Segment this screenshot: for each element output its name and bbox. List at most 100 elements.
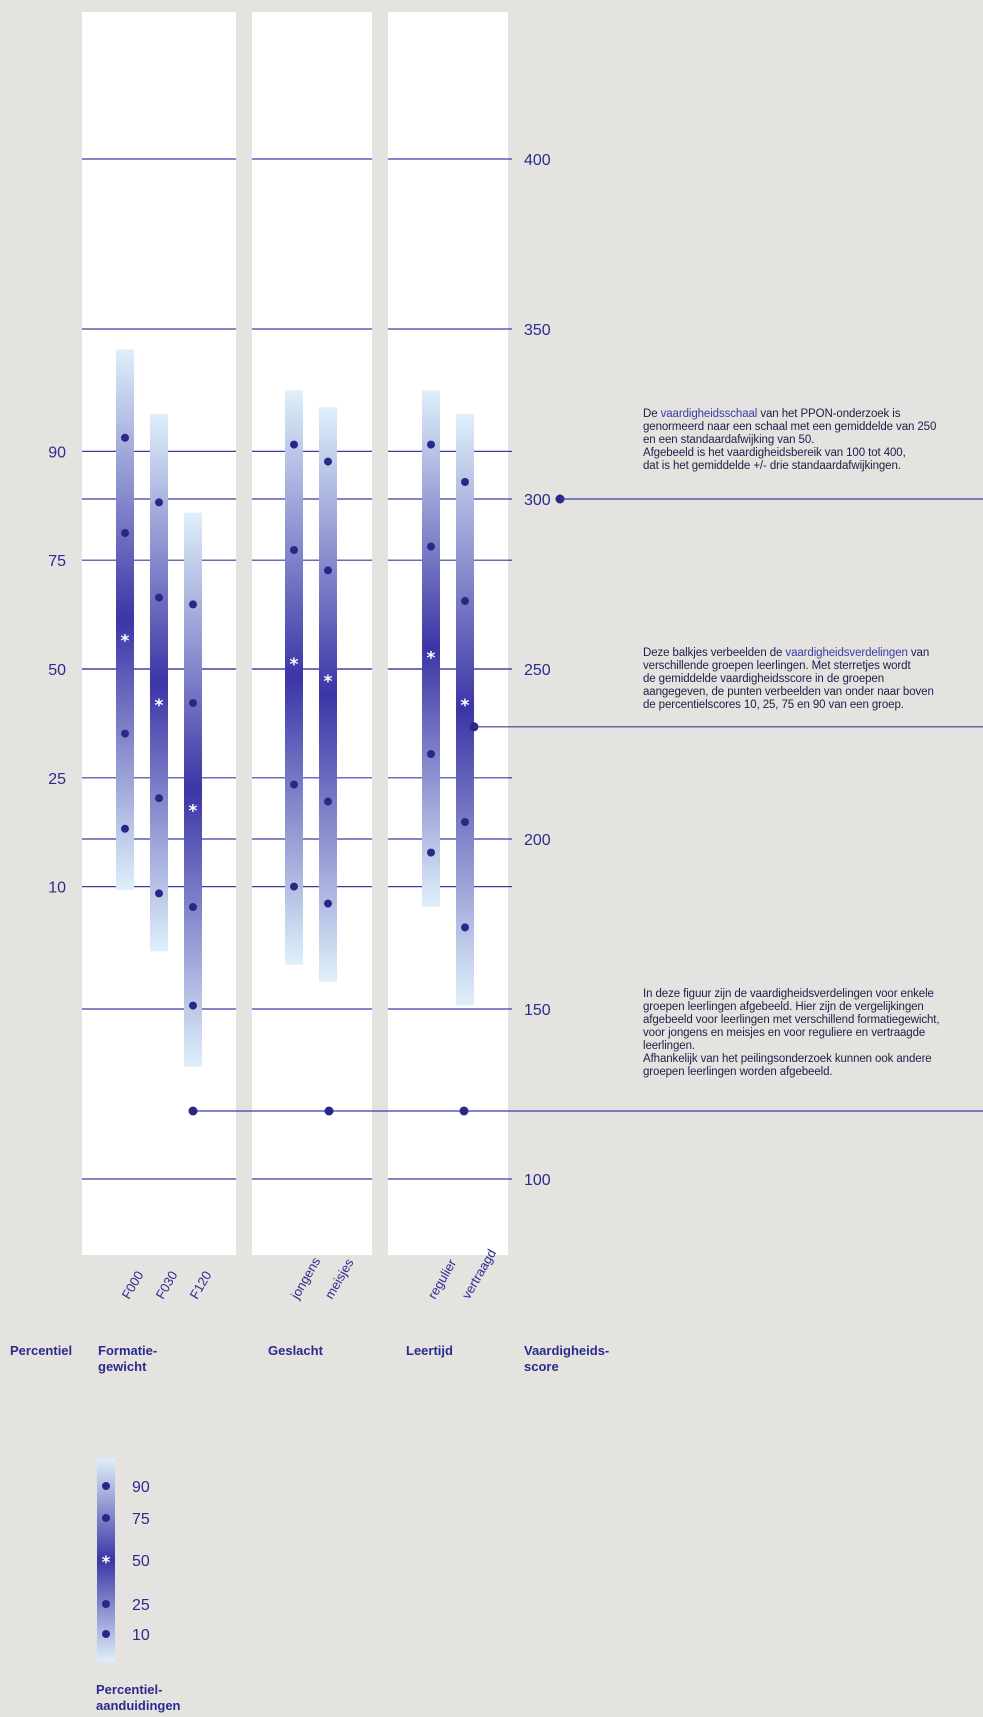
note-line: De vaardigheidsschaal van het PPON-onder… xyxy=(643,408,983,421)
group-F120-mean-star: * xyxy=(189,801,198,821)
axis-title-line: Leertijd xyxy=(406,1343,453,1358)
bars-layer: * * * * * * * xyxy=(116,349,474,1067)
group-F000-mean-star: * xyxy=(121,631,130,651)
note-text: Afhankelijk van het peilingsonderzoek ku… xyxy=(643,1053,932,1065)
group-vertraagd-percentile-dot xyxy=(461,597,469,605)
axis-title-line: Percentiel- xyxy=(96,1682,162,1697)
group-F120-percentile-dot xyxy=(189,600,197,609)
note-term: vaardigheidsverdelingen xyxy=(785,647,908,659)
note-line: genormeerd naar een schaal met een gemid… xyxy=(643,421,983,434)
note-line: groepen leerlingen afgebeeld. Hier zijn … xyxy=(643,1001,983,1014)
group-F030-percentile-dot xyxy=(155,593,163,602)
note-text: groepen leerlingen afgebeeld. Hier zijn … xyxy=(643,1001,924,1013)
group-label-F030: F030 xyxy=(153,1268,181,1301)
note-line: de percentielscores 10, 25, 75 en 90 van… xyxy=(643,699,983,712)
group-F030-mean-star: * xyxy=(155,696,164,716)
panel-title-geslacht: Geslacht xyxy=(268,1343,324,1358)
group-jongens-percentile-dot xyxy=(290,882,298,891)
note-line: In deze figuur zijn de vaardigheidsverde… xyxy=(643,988,983,1001)
note-text: Deze balkjes verbeelden de xyxy=(643,647,786,659)
note-line: leerlingen. xyxy=(643,1040,983,1053)
note-line: voor jongens en meisjes en voor regulier… xyxy=(643,1027,983,1040)
group-F120-percentile-dot xyxy=(189,699,197,707)
group-regulier-bar xyxy=(422,390,440,907)
note-text: groepen leerlingen worden afgebeeld. xyxy=(643,1066,833,1078)
legend-percentile-dot xyxy=(102,1630,110,1638)
score-tick-label: 350 xyxy=(524,322,551,339)
group-vertraagd-bar xyxy=(456,414,474,1006)
note-line: en een standaardafwijking van 50. xyxy=(643,434,983,447)
note-text: van xyxy=(907,647,930,659)
legend-item-label: 10 xyxy=(132,1627,150,1644)
percentile-tick-label: 10 xyxy=(48,880,66,897)
group-regulier-percentile-dot xyxy=(427,542,435,551)
percentile-tick-label: 25 xyxy=(48,771,66,788)
group-F120-percentile-dot xyxy=(189,903,197,911)
note-text: Afgebeeld is het vaardigheidsbereik van … xyxy=(643,447,906,459)
note-line: Afhankelijk van het peilingsonderzoek ku… xyxy=(643,1053,983,1066)
note-line: dat is het gemiddelde +/- drie standaard… xyxy=(643,460,983,473)
legend-percentile-dot xyxy=(102,1600,110,1608)
panel-title-leertijd: Leertijd xyxy=(406,1343,453,1358)
group-F000-percentile-dot xyxy=(121,433,129,442)
group-meisjes-percentile-dot xyxy=(324,797,332,806)
group-meisjes-percentile-dot xyxy=(324,899,332,908)
score-tick-label: 300 xyxy=(524,492,551,509)
group-F030-bar xyxy=(150,414,168,952)
note-text: In deze figuur zijn de vaardigheidsverde… xyxy=(643,988,934,1000)
axis-title-line: gewicht xyxy=(98,1359,147,1374)
legend-item-label: 75 xyxy=(132,1511,150,1528)
percentile-tick-label: 75 xyxy=(48,553,66,570)
note-line: groepen leerlingen worden afgebeeld. xyxy=(643,1066,983,1079)
group-F000-percentile-dot xyxy=(121,824,129,833)
percentile-axis-title: Percentiel xyxy=(10,1343,72,1358)
percentile-tick-label: 90 xyxy=(48,444,66,461)
legend-item-label: 50 xyxy=(132,1553,150,1570)
note-text: van het PPON-onderzoek is xyxy=(757,408,901,420)
panel-title-formatiegewicht: Formatie-gewicht xyxy=(98,1343,157,1374)
note-text: en een standaardafwijking van 50. xyxy=(643,434,815,446)
legend-mean-star: * xyxy=(102,1553,111,1573)
note-text: dat is het gemiddelde +/- drie standaard… xyxy=(643,460,901,472)
note-line: verschillende groepen leerlingen. Met st… xyxy=(643,660,983,673)
note-line: Deze balkjes verbeelden de vaardigheidsv… xyxy=(643,647,983,660)
group-jongens-bar xyxy=(285,390,303,965)
group-vertraagd-mean-star: * xyxy=(461,696,470,716)
note-text: genormeerd naar een schaal met een gemid… xyxy=(643,421,937,433)
score-tick-label: 100 xyxy=(524,1172,551,1189)
note-scale: De vaardigheidsschaal van het PPON-onder… xyxy=(643,408,983,473)
group-label-F120: F120 xyxy=(187,1268,215,1301)
annotation-dot xyxy=(459,1106,469,1116)
group-jongens-percentile-dot xyxy=(290,546,298,554)
group-vertraagd-percentile-dot xyxy=(461,818,469,826)
group-regulier-percentile-dot xyxy=(427,848,435,857)
group-F000-percentile-dot xyxy=(121,529,129,537)
note-line: Afgebeeld is het vaardigheidsbereik van … xyxy=(643,447,983,460)
panel-2 xyxy=(252,12,372,1255)
legend-item-label: 25 xyxy=(132,1597,150,1614)
group-jongens-percentile-dot xyxy=(290,780,298,789)
group-F120-bar xyxy=(184,512,202,1067)
axis-title-line: aanduidingen xyxy=(96,1698,181,1713)
group-F000-bar xyxy=(116,349,134,890)
percentile-tick-label: 50 xyxy=(48,662,66,679)
group-label-meisjes: meisjes xyxy=(322,1255,357,1301)
group-label-jongens: jongens xyxy=(287,1254,324,1302)
score-tick-label: 200 xyxy=(524,832,551,849)
note-term: vaardigheidsschaal xyxy=(660,408,758,420)
group-F120-percentile-dot xyxy=(189,1001,197,1010)
group-meisjes-mean-star: * xyxy=(324,672,333,692)
group-F000-percentile-dot xyxy=(121,729,129,738)
group-F030-percentile-dot xyxy=(155,794,163,803)
note-text: De xyxy=(643,408,661,420)
note-groups: In deze figuur zijn de vaardigheidsverde… xyxy=(643,988,983,1079)
group-F030-percentile-dot xyxy=(155,889,163,898)
score-axis-title: Vaardigheids-score xyxy=(524,1343,609,1374)
axis-title-line: Percentiel xyxy=(10,1343,72,1358)
score-tick-label: 400 xyxy=(524,152,551,169)
note-text: aangegeven, de punten verbeelden van ond… xyxy=(643,686,934,698)
group-vertraagd-percentile-dot xyxy=(461,478,469,486)
annotation-lines-layer xyxy=(188,494,983,1116)
panel-3 xyxy=(388,12,508,1255)
group-regulier-percentile-dot xyxy=(427,750,435,758)
